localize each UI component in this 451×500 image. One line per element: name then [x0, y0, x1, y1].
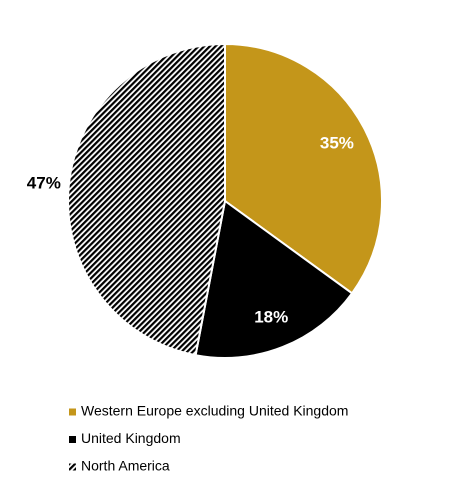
- data-label: 35%: [320, 133, 354, 152]
- data-label: 47%: [27, 173, 61, 192]
- pie-slice: [224, 42, 383, 295]
- data-label: 18%: [254, 307, 288, 326]
- pie-slice: [67, 42, 226, 357]
- legend-marker: [69, 463, 76, 471]
- legend-label: United Kingdom: [81, 430, 181, 446]
- legend-label: Western Europe excluding United Kingdom: [81, 403, 348, 419]
- legend-label: North America: [81, 458, 170, 474]
- legend-marker: [69, 408, 76, 416]
- pie-slice: [194, 199, 354, 359]
- legend-marker: [69, 436, 76, 443]
